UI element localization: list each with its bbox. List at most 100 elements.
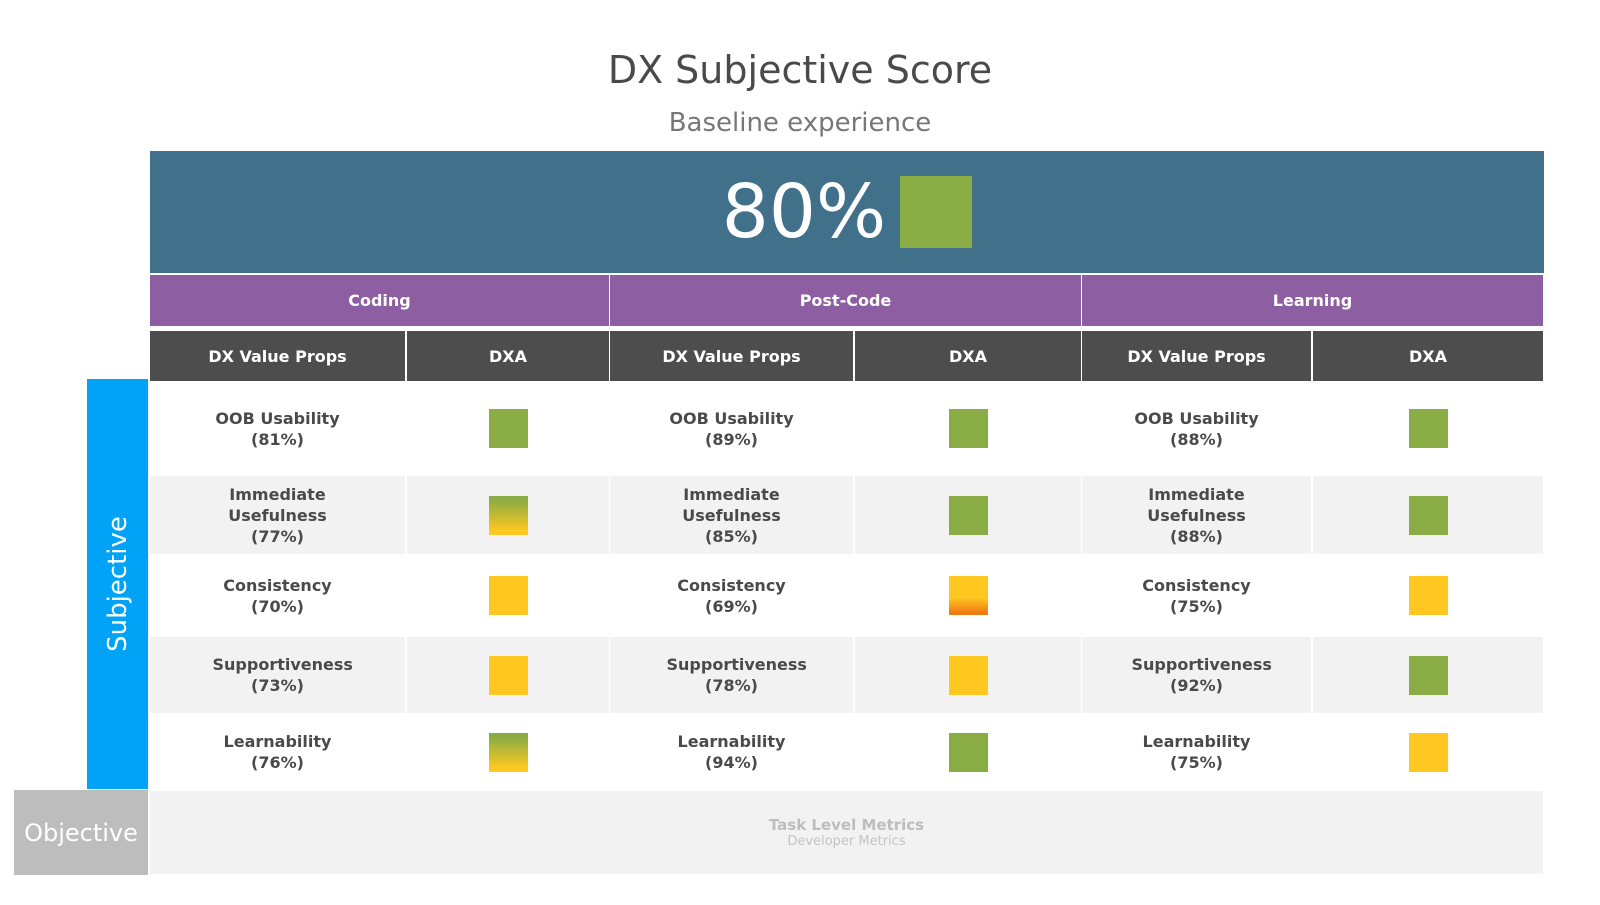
value-prop-label: OOB Usability	[1134, 408, 1259, 428]
value-prop-cell: OOB Usability (81%)	[150, 383, 405, 474]
subjective-label: Subjective	[87, 379, 148, 789]
dxa-cell	[855, 476, 1081, 554]
phase-header-post-code: Post-Code	[610, 275, 1081, 326]
value-prop-percent: (88%)	[1170, 429, 1223, 449]
value-prop-percent: (85%)	[705, 526, 758, 546]
phase-header-coding: Coding	[150, 275, 609, 326]
objective-label: Objective	[14, 790, 148, 875]
subjective-text: Subjective	[102, 516, 133, 652]
dxa-status-indicator	[1408, 655, 1448, 695]
task-level-metrics: Task Level Metrics	[768, 816, 925, 834]
value-prop-percent: (70%)	[251, 596, 304, 616]
dxa-cell	[407, 383, 609, 474]
objective-row: Task Level Metrics Developer Metrics	[150, 791, 1543, 874]
page-title: DX Subjective Score	[607, 48, 993, 92]
dxa-cell	[1313, 476, 1543, 554]
value-prop-percent: (78%)	[705, 676, 758, 695]
value-prop-cell: Immediate Usefulness (77%)	[150, 476, 405, 554]
dxa-status-indicator	[1408, 409, 1448, 448]
value-prop-text: Consistency (69%)	[667, 575, 797, 617]
value-prop-cell: OOB Usability (88%)	[1082, 383, 1311, 474]
value-prop-label: Consistency	[677, 575, 786, 595]
value-prop-cell: Immediate Usefulness (85%)	[610, 476, 853, 554]
value-prop-text: Learnability (94%)	[667, 731, 797, 773]
dxa-cell	[855, 637, 1081, 713]
column-header-value-props: DX Value Props	[1082, 331, 1311, 381]
value-prop-percent: (77%)	[251, 526, 304, 546]
value-prop-percent: (76%)	[251, 753, 304, 772]
dxa-status-indicator	[488, 409, 528, 448]
value-prop-label: Learnability	[223, 732, 332, 751]
dxa-cell	[1313, 556, 1543, 635]
value-prop-percent: (92%)	[1170, 676, 1223, 695]
value-prop-cell: Supportiveness (78%)	[610, 637, 853, 713]
value-prop-cell: Learnability (94%)	[610, 715, 853, 789]
value-prop-text: Supportiveness (92%)	[1132, 654, 1272, 696]
developer-metrics: Developer Metrics	[787, 834, 906, 849]
value-prop-text: OOB Usability (81%)	[213, 408, 343, 450]
dxa-status-indicator	[1408, 576, 1448, 615]
value-prop-cell: Learnability (76%)	[150, 715, 405, 789]
value-prop-percent: (81%)	[251, 429, 304, 449]
dxa-cell	[855, 715, 1081, 789]
dxa-cell	[1313, 637, 1543, 713]
dxa-cell	[855, 556, 1081, 635]
value-prop-text: Consistency (75%)	[1132, 575, 1262, 617]
value-prop-cell: Consistency (75%)	[1082, 556, 1311, 635]
page-subtitle: Baseline experience	[668, 108, 932, 138]
dxa-status-indicator	[948, 732, 988, 772]
dxa-status-indicator	[488, 655, 528, 695]
value-prop-cell: OOB Usability (89%)	[610, 383, 853, 474]
dxa-cell	[407, 556, 609, 635]
value-prop-percent: (75%)	[1170, 753, 1223, 772]
value-prop-label: Supportiveness	[212, 655, 353, 674]
value-prop-percent: (69%)	[705, 596, 758, 616]
dxa-status-indicator	[948, 655, 988, 695]
value-prop-percent: (73%)	[251, 676, 304, 695]
dxa-status-indicator	[1408, 732, 1448, 772]
value-prop-label: Immediate Usefulness	[1147, 484, 1246, 525]
value-prop-text: Immediate Usefulness (88%)	[1132, 484, 1262, 547]
dxa-status-indicator	[948, 409, 988, 448]
overall-score: 80%	[721, 169, 887, 255]
dxa-status-indicator	[948, 495, 988, 535]
value-prop-text: Supportiveness (78%)	[666, 654, 807, 696]
value-prop-cell: Supportiveness (92%)	[1082, 637, 1311, 713]
value-prop-label: Consistency	[223, 575, 332, 595]
value-prop-text: Learnability (76%)	[213, 731, 343, 773]
value-prop-text: OOB Usability (89%)	[667, 408, 797, 450]
value-prop-percent: (89%)	[705, 429, 758, 449]
value-prop-percent: (75%)	[1170, 596, 1223, 616]
column-header-dxa: DXA	[855, 331, 1081, 381]
value-prop-percent: (88%)	[1170, 526, 1223, 546]
value-prop-label: Consistency	[1142, 575, 1251, 595]
value-prop-label: Immediate Usefulness	[228, 484, 327, 525]
dxa-status-indicator	[948, 576, 988, 615]
dxa-cell	[855, 383, 1081, 474]
value-prop-text: Immediate Usefulness (85%)	[667, 484, 797, 547]
value-prop-cell: Learnability (75%)	[1082, 715, 1311, 789]
value-prop-text: OOB Usability (88%)	[1132, 408, 1262, 450]
column-header-value-props: DX Value Props	[610, 331, 853, 381]
column-header-dxa: DXA	[1313, 331, 1543, 381]
dxa-cell	[407, 637, 609, 713]
overall-score-banner: 80%	[150, 151, 1544, 273]
column-header-dxa: DXA	[407, 331, 609, 381]
overall-status-indicator	[900, 176, 973, 248]
dxa-cell	[1313, 715, 1543, 789]
value-prop-text: Supportiveness (73%)	[212, 654, 353, 696]
value-prop-label: Supportiveness	[666, 655, 807, 674]
value-prop-percent: (94%)	[705, 753, 758, 772]
phase-header-learning: Learning	[1082, 275, 1543, 326]
column-header-value-props: DX Value Props	[150, 331, 405, 381]
value-prop-text: Immediate Usefulness (77%)	[213, 484, 343, 547]
dxa-status-indicator	[488, 732, 528, 772]
value-prop-label: OOB Usability	[669, 408, 794, 428]
value-prop-label: Learnability	[677, 732, 786, 751]
value-prop-text: Learnability (75%)	[1132, 731, 1262, 773]
value-prop-cell: Supportiveness (73%)	[150, 637, 405, 713]
dxa-cell	[407, 715, 609, 789]
dxa-status-indicator	[488, 576, 528, 615]
dxa-status-indicator	[1408, 495, 1448, 535]
value-prop-label: Learnability	[1142, 732, 1251, 751]
